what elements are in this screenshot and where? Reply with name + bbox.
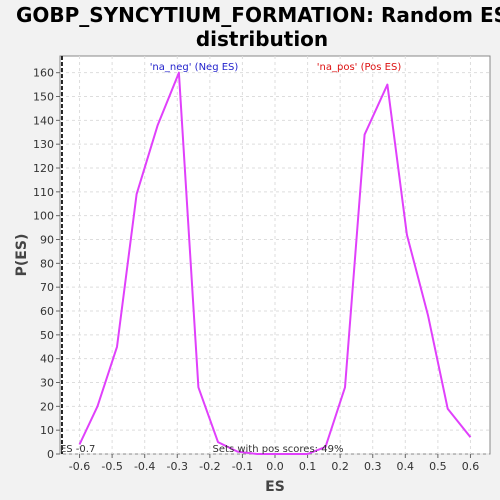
y-tick-label: 90 bbox=[40, 234, 54, 247]
y-tick-label: 0 bbox=[47, 448, 54, 461]
series-line bbox=[78, 71, 472, 455]
reference-line-label: ES -0.7 bbox=[60, 444, 95, 455]
pos-scores-note: Sets with pos scores: 49% bbox=[213, 444, 344, 455]
x-tick-label: 0.4 bbox=[397, 460, 415, 473]
x-tick-label: 0.1 bbox=[299, 460, 317, 473]
y-tick-label: 70 bbox=[40, 281, 54, 294]
y-tick-label: 120 bbox=[33, 162, 54, 175]
series-layer bbox=[78, 71, 472, 455]
y-tick-label: 110 bbox=[33, 186, 54, 199]
grid bbox=[60, 56, 490, 455]
y-tick-label: 60 bbox=[40, 305, 54, 318]
x-tick-label: -0.1 bbox=[232, 460, 253, 473]
y-tick-label: 140 bbox=[33, 114, 54, 127]
y-tick-label: 160 bbox=[33, 67, 54, 80]
x-tick-label: 0.5 bbox=[429, 460, 447, 473]
y-tick-label: 150 bbox=[33, 91, 54, 104]
x-tick-label: -0.2 bbox=[199, 460, 220, 473]
x-tick-label: 0.6 bbox=[462, 460, 480, 473]
x-tick-label: 0.2 bbox=[331, 460, 349, 473]
x-tick-label: 0.3 bbox=[364, 460, 382, 473]
y-tick-label: 30 bbox=[40, 377, 54, 390]
y-tick-label: 10 bbox=[40, 424, 54, 437]
y-tick-label: 50 bbox=[40, 329, 54, 342]
annotations: 'na_neg' (Neg ES) 'na_pos' (Pos ES) Sets w… bbox=[150, 62, 402, 455]
x-tick-label: -0.4 bbox=[134, 460, 155, 473]
y-tick-label: 100 bbox=[33, 210, 54, 223]
y-tick-label: 80 bbox=[40, 257, 54, 270]
y-axis-label: P(ES) bbox=[14, 234, 30, 277]
chart-title-line-1: GOBP_SYNCYTIUM_FORMATION: Random ES bbox=[16, 3, 500, 27]
chart-title-line-2: distribution bbox=[196, 27, 328, 51]
axes: 0 10 20 30 40 50 60 70 80 90 100 110 120 130 140 150 160… bbox=[33, 67, 479, 473]
x-tick-label: 0.0 bbox=[266, 460, 284, 473]
x-tick-label: -0.6 bbox=[69, 460, 90, 473]
x-tick-label: -0.5 bbox=[101, 460, 122, 473]
reference-line-group: ES -0.7 bbox=[60, 56, 95, 455]
y-tick-label: 130 bbox=[33, 138, 54, 151]
y-tick-label: 20 bbox=[40, 400, 54, 413]
x-tick-label: -0.3 bbox=[167, 460, 188, 473]
neg-es-annotation: 'na_neg' (Neg ES) bbox=[150, 62, 239, 73]
y-tick-label: 40 bbox=[40, 353, 54, 366]
pos-es-annotation: 'na_pos' (Pos ES) bbox=[317, 62, 402, 73]
x-axis-label: ES bbox=[265, 479, 285, 495]
